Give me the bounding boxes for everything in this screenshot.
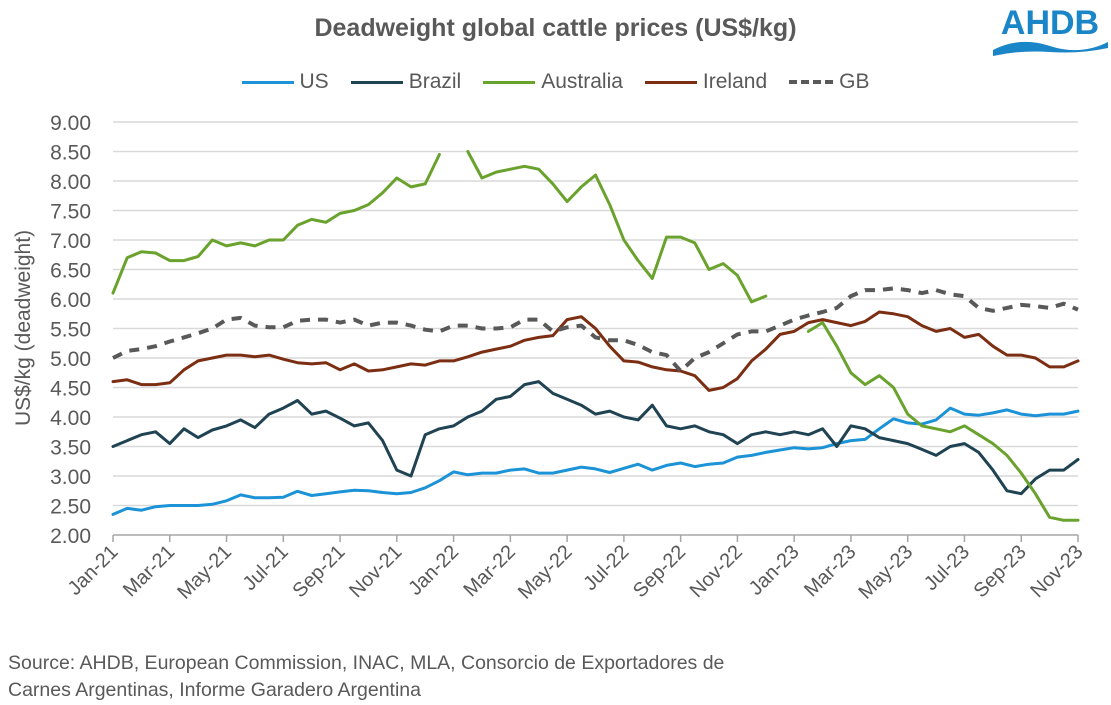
x-tick-label: Jul-22 (579, 541, 633, 595)
ahdb-logo-text: AHDB (1001, 4, 1099, 42)
legend-label-brazil: Brazil (408, 70, 462, 93)
legend-swatch-ireland (644, 80, 697, 84)
x-tick-label: Sep-21 (288, 541, 349, 602)
ahdb-logo: AHDB (993, 4, 1108, 56)
logo-wave-icon (993, 41, 1108, 56)
x-tick-label: Jan-21 (64, 541, 123, 600)
x-tick-label: Nov-23 (1026, 541, 1087, 602)
y-tick-label: 7.50 (50, 201, 91, 224)
series-line-australia (111, 150, 1080, 522)
x-tick-label: Mar-22 (460, 541, 520, 601)
chart-title: Deadweight global cattle prices (US$/kg) (314, 14, 797, 42)
x-tick-label: Mar-23 (800, 541, 860, 601)
source-note: Source: AHDB, European Commission, INAC,… (8, 650, 928, 704)
x-tick-label: Jan-23 (745, 541, 804, 600)
x-tick-label: May-23 (855, 541, 918, 604)
x-tick-label: May-21 (173, 541, 236, 604)
x-tick-label: Sep-23 (970, 541, 1031, 602)
legend-swatch-australia (483, 80, 536, 84)
y-tick-label: 3.00 (50, 466, 91, 489)
source-line-2: Carnes Argentinas, Informe Garadero Arge… (8, 679, 421, 701)
y-tick-label: 2.00 (50, 525, 91, 548)
legend-label-australia: Australia (541, 70, 623, 93)
legend-item-brazil[interactable]: Brazil (350, 70, 462, 94)
y-tick-label: 6.00 (50, 289, 91, 312)
legend-item-australia[interactable]: Australia (483, 70, 623, 94)
series-line-ireland (111, 310, 1080, 392)
legend-swatch-gb (789, 80, 834, 84)
y-tick-label: 4.00 (50, 407, 91, 430)
y-tick-label: 2.50 (50, 496, 91, 519)
series-line-brazil (111, 380, 1080, 496)
y-tick-label: 5.00 (50, 348, 91, 371)
legend-item-ireland[interactable]: Ireland (644, 70, 768, 94)
series-line-gb (112, 286, 1079, 373)
y-tick-label: 8.50 (50, 142, 91, 165)
x-tick-label: Nov-22 (686, 541, 747, 602)
y-tick-label: 6.50 (50, 260, 91, 283)
y-tick-label: 4.50 (50, 378, 91, 401)
legend-label-gb: GB (839, 70, 870, 93)
x-tick-label: Jan-22 (404, 541, 463, 600)
y-tick-label: 7.00 (50, 230, 91, 253)
x-tick-label: Sep-22 (629, 541, 690, 602)
x-tick-label: Jul-21 (239, 541, 293, 595)
x-tick-label: Jul-23 (920, 541, 974, 595)
y-tick-label: 3.50 (50, 437, 91, 460)
y-tick-label: 9.00 (50, 112, 91, 135)
y-axis-ticks: 2.00 2.50 3.00 3.50 4.00 4.50 5.00 5.50 6.00 6.50… (50, 112, 91, 548)
x-tick-label: Nov-21 (345, 541, 406, 602)
y-tick-label: 5.50 (50, 319, 91, 342)
series-lines (111, 150, 1080, 522)
legend-label-ireland: Ireland (702, 70, 768, 93)
x-tick-label: Mar-21 (119, 541, 179, 601)
legend-label-us: US (299, 70, 329, 93)
legend-swatch-brazil (350, 80, 403, 84)
y-tick-label: 8.00 (50, 171, 91, 194)
x-tick-label: May-22 (514, 541, 577, 604)
legend: US Brazil Australia Ireland GB (0, 70, 1111, 94)
legend-item-gb[interactable]: GB (789, 70, 869, 94)
y-axis-label: US$/kg (deadweight) (12, 230, 35, 426)
line-chart: 2.00 2.50 3.00 3.50 4.00 4.50 5.00 5.50 6.00 6.50… (12, 112, 1088, 604)
legend-item-us[interactable]: US (241, 70, 329, 94)
source-line-1: Source: AHDB, European Commission, INAC,… (8, 652, 725, 674)
gridlines (113, 121, 1078, 507)
legend-swatch-us (241, 80, 294, 84)
